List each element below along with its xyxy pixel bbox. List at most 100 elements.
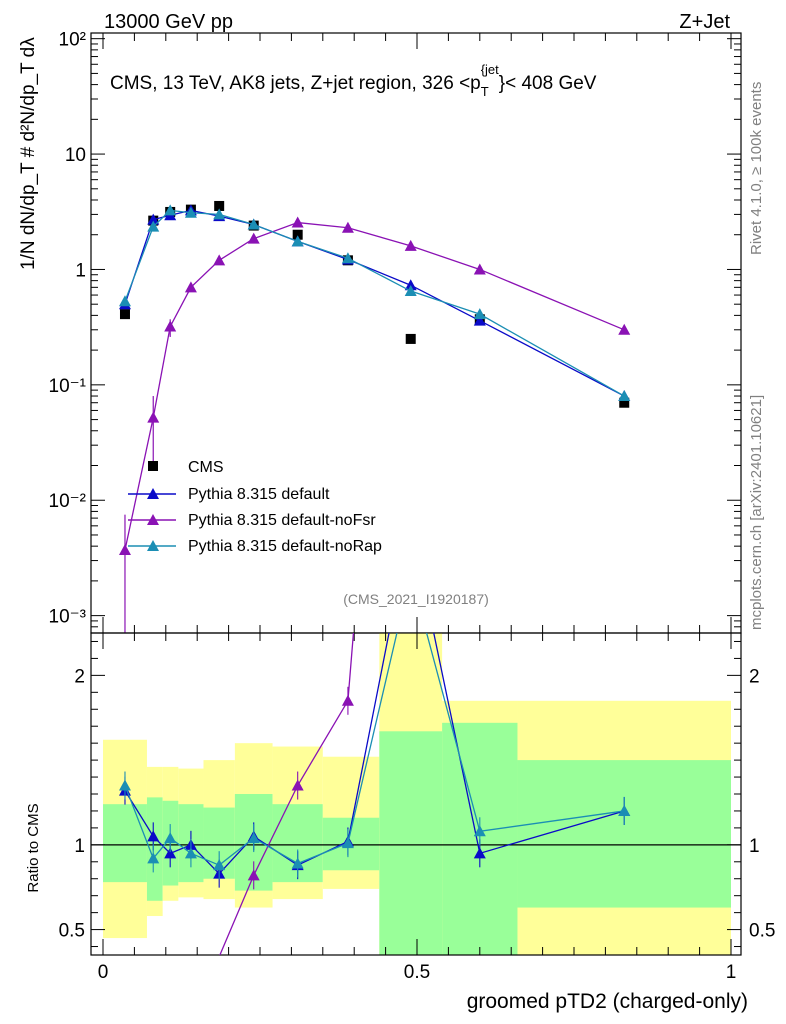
band-inner-10 (517, 760, 731, 908)
ratio-point (164, 832, 177, 844)
x-ticks: 0 0.5 1 (98, 633, 737, 983)
ratio-point (247, 832, 260, 844)
cms-point (405, 333, 416, 344)
legend-item-default: Pythia 8.315 default (128, 486, 330, 503)
ratio-series (118, 633, 631, 955)
series-line (124, 209, 625, 397)
series-point (341, 252, 354, 264)
band-inner-0 (103, 804, 147, 883)
cms-point (214, 200, 225, 211)
ratio-point (164, 847, 177, 859)
series-0 (119, 200, 630, 408)
nofsr-errors (124, 319, 171, 633)
series-point (341, 221, 354, 233)
ratio-point (473, 847, 486, 859)
band-inner-8 (379, 731, 443, 955)
series-point (184, 281, 197, 293)
series-point (213, 254, 226, 266)
series-point (213, 208, 226, 220)
ratio-point (147, 852, 160, 864)
ratio-series-1 (219, 633, 355, 955)
main-series (118, 200, 631, 556)
mcplots-label: mcplots.cern.ch [arXiv:2401.10621] (748, 395, 765, 630)
x-tick-label: 0.5 (404, 962, 430, 983)
legend-label-nofsr: Pythia 8.315 default-noFsr (188, 512, 376, 529)
series-point (147, 220, 160, 232)
series-point (247, 218, 260, 230)
main-y-ticks: 10⁻³ 10⁻² 10⁻¹ 1 10 10² (49, 30, 741, 628)
series-line (124, 209, 625, 397)
ratio-point (618, 804, 631, 816)
series-point (618, 390, 631, 402)
y-tick-label: 10⁻² (49, 491, 87, 512)
legend-label-default: Pythia 8.315 default (188, 486, 330, 503)
series-point (473, 308, 486, 320)
series-point (473, 263, 486, 275)
ratio-point (473, 825, 486, 837)
legend-label-norap: Pythia 8.315 default-noRap (188, 538, 382, 555)
ratio-y-tick-label-right: 1 (749, 836, 760, 857)
ratio-y-ticks: 0.5 0.5 1 1 2 2 (59, 640, 775, 948)
ratio-y-tick-label: 2 (74, 666, 85, 687)
legend: CMS Pythia 8.315 default Pythia 8.315 de… (128, 459, 382, 555)
legend-marker-norap (147, 540, 159, 551)
series-point (404, 279, 417, 291)
ratio-point (247, 869, 260, 881)
ratio-bands (103, 633, 731, 955)
ratio-y-tick-label: 1 (74, 836, 85, 857)
band-inner-1 (146, 797, 163, 901)
x-tick-label: 0 (98, 962, 109, 983)
series-point (184, 206, 197, 218)
main-ylabel: 1/N dN/dp_T # d²N/dp_T dλ (18, 37, 39, 270)
cms-point (119, 309, 130, 320)
ratio-point (118, 779, 131, 791)
ratio-point (291, 857, 304, 869)
series-point (404, 239, 417, 251)
series-point (291, 235, 304, 247)
ratio-y-tick-label-right: 2 (749, 666, 760, 687)
x-axis-label: groomed pTD2 (charged-only) (467, 990, 748, 1013)
series-3 (118, 204, 631, 402)
series-point (291, 216, 304, 228)
ratio-point (147, 830, 160, 842)
ratio-point (341, 837, 354, 849)
analysis-title: CMS, 13 TeV, AK8 jets, Z+jet region, 326… (110, 62, 597, 99)
process-label: Z+Jet (679, 11, 730, 33)
main-panel: 10⁻³ 10⁻² 10⁻¹ 1 10 10² (49, 30, 742, 634)
analysis-title-main: CMS, 13 TeV, AK8 jets, Z+jet region, 326… (110, 62, 597, 99)
y-tick-label: 10 (65, 145, 86, 166)
ratio-point (291, 779, 304, 791)
y-tick-label: 10⁻³ (49, 607, 87, 628)
analysis-id: (CMS_2021_I1920187) (343, 591, 489, 607)
analysis-title-sup: {jet (481, 62, 499, 77)
legend-label-cms: CMS (188, 459, 224, 476)
cms-point (619, 397, 630, 408)
ratio-panel: 0.5 0.51 12 20 0.5 1 (59, 632, 775, 983)
cms-point (292, 229, 303, 240)
ratio-point (184, 847, 197, 859)
series-point (618, 323, 631, 335)
series-2 (118, 216, 631, 556)
legend-item-norap: Pythia 8.315 default-noRap (128, 538, 382, 555)
rivet-label: Rivet 4.1.0, ≥ 100k events (748, 82, 765, 255)
ratio-point (213, 859, 226, 871)
ratio-y-tick-label-right: 0.5 (749, 921, 775, 942)
legend-item-cms: CMS (148, 459, 224, 476)
y-tick-label: 1 (75, 260, 86, 281)
ratio-series-2 (118, 633, 631, 880)
legend-marker-nofsr (147, 514, 159, 525)
energy-label: 13000 GeV pp (104, 11, 233, 33)
y-tick-label: 10² (59, 30, 86, 51)
x-tick-label: 1 (726, 962, 737, 983)
legend-item-nofsr: Pythia 8.315 default-noFsr (128, 512, 376, 529)
series-point (147, 213, 160, 225)
series-point (164, 204, 177, 216)
ratio-ylabel: Ratio to CMS (25, 803, 42, 892)
legend-marker-default (147, 488, 159, 499)
series-point (404, 285, 417, 297)
analysis-title-sub: T (481, 84, 489, 99)
series-point (473, 314, 486, 326)
series-point (247, 232, 260, 244)
ratio-y-tick-label: 0.5 (59, 921, 85, 942)
